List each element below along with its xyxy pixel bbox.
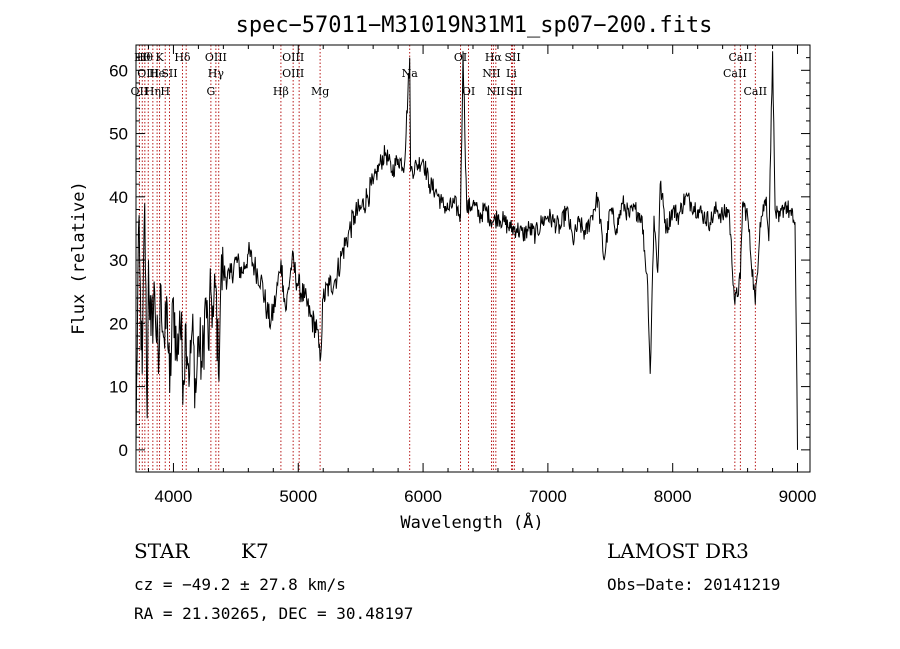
- line-label: NII: [482, 67, 500, 80]
- obs-date: Obs−Date: 20141219: [607, 575, 780, 594]
- line-label: SII: [506, 85, 522, 98]
- line-label: NII: [487, 85, 505, 98]
- ra-dec: RA = 21.30265, DEC = 30.48197: [134, 604, 413, 623]
- line-label: Hβ: [273, 85, 289, 98]
- object-class: STAR: [134, 539, 190, 563]
- line-label: OII: [131, 85, 149, 98]
- y-tick-label: 60: [109, 61, 128, 80]
- redshift-cz: cz = −49.2 ± 27.8 km/s: [134, 575, 346, 594]
- x-tick-label: 5000: [279, 487, 317, 506]
- line-label: K: [155, 51, 164, 64]
- y-tick-label: 40: [109, 188, 128, 207]
- line-label: OIII: [205, 51, 227, 64]
- spectrum-line: [135, 51, 798, 450]
- y-tick-label: 20: [109, 314, 128, 333]
- x-axis: 4000 5000 6000 7000 8000 9000: [147, 45, 817, 506]
- line-label: OI: [454, 51, 467, 64]
- y-tick-label: 30: [109, 251, 128, 270]
- x-tick-label: 8000: [654, 487, 692, 506]
- y-tick-label: 0: [119, 441, 128, 460]
- x-tick-label: 9000: [779, 487, 817, 506]
- line-label: Mg: [311, 85, 329, 98]
- y-tick-label: 10: [109, 378, 128, 397]
- line-labels: OIIHθHθOIIIHηHeKHSIIHδGOIIIHγHβOIIIOIIIM…: [131, 51, 768, 98]
- line-label: Hθ: [137, 51, 154, 64]
- object-subclass: K7: [241, 539, 269, 563]
- line-label: SII: [161, 67, 177, 80]
- line-label: CaII: [723, 67, 747, 80]
- line-label: Hη: [145, 85, 161, 98]
- line-label: OIII: [282, 51, 304, 64]
- line-label: Hγ: [208, 67, 225, 80]
- line-markers: [138, 45, 756, 472]
- line-label: CaII: [729, 51, 753, 64]
- line-label: OIII: [282, 67, 304, 80]
- line-label: He: [149, 67, 165, 80]
- y-axis-label: Flux (relative): [69, 181, 89, 335]
- line-label: OI: [462, 85, 475, 98]
- y-tick-label: 50: [109, 125, 128, 144]
- line-label: Hα: [485, 51, 503, 64]
- x-tick-label: 4000: [155, 487, 193, 506]
- line-label: Hδ: [174, 51, 191, 64]
- line-label: G: [206, 85, 215, 98]
- survey-name: LAMOST DR3: [607, 539, 749, 563]
- x-tick-label: 7000: [529, 487, 567, 506]
- x-axis-label: Wavelength (Å): [400, 511, 543, 533]
- line-label: H: [160, 85, 170, 98]
- line-label: SII: [504, 51, 520, 64]
- line-label: CaII: [743, 85, 767, 98]
- chart-title: spec−57011−M31019N31M1_sp07−200.fits: [236, 13, 713, 38]
- x-tick-label: 6000: [404, 487, 442, 506]
- spectrum-series: [135, 51, 798, 450]
- line-label: Li: [506, 67, 517, 80]
- y-axis: 0 10 20 30 40 50 60: [109, 57, 810, 460]
- line-label: Hθ: [134, 51, 151, 64]
